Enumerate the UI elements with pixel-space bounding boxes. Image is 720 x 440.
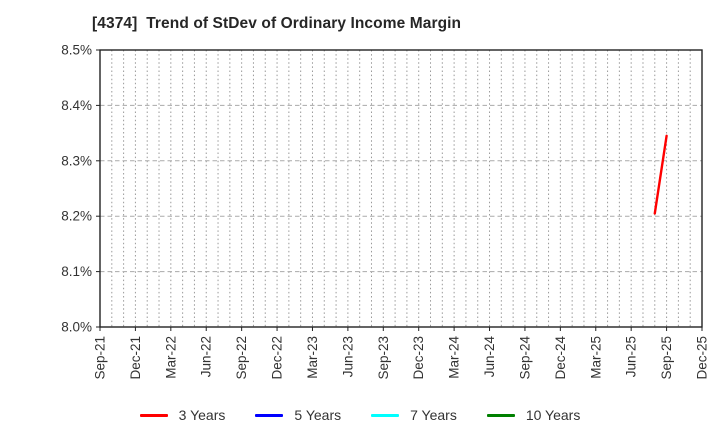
y-tick-label: 8.5%	[61, 43, 92, 58]
plot-border	[99, 49, 703, 328]
y-tick-label: 8.3%	[61, 153, 92, 168]
legend-item-10-years: 10 Years	[486, 407, 581, 423]
x-tick-label: Jun-22	[199, 336, 214, 377]
x-tick-label: Jun-24	[482, 336, 497, 378]
legend-label-5-years: 5 Years	[294, 407, 342, 423]
x-tick-label: Mar-22	[163, 336, 178, 379]
x-tick-label: Sep-23	[376, 336, 391, 380]
legend-swatch-3-years	[139, 413, 168, 417]
x-tick-label: Dec-23	[411, 336, 426, 380]
legend-swatch-7-years	[371, 413, 400, 417]
x-tick-label: Dec-21	[128, 336, 143, 380]
legend-item-7-years: 7 Years	[371, 407, 457, 423]
x-tick-label: Mar-24	[447, 336, 462, 379]
x-tick-label: Jun-25	[624, 336, 639, 377]
legend-item-3-years: 3 Years	[139, 407, 226, 423]
x-tick-label: Mar-23	[305, 336, 320, 379]
x-tick-label: Sep-24	[517, 336, 532, 380]
legend-label-10-years: 10 Years	[525, 407, 581, 423]
x-tick-label: Jun-23	[340, 336, 355, 377]
x-tick-label: Sep-22	[234, 336, 249, 380]
x-tick-label: Dec-24	[553, 336, 568, 380]
x-tick-label: Sep-21	[93, 336, 108, 380]
y-tick-label: 8.2%	[61, 209, 92, 224]
x-tick-label: Dec-22	[270, 336, 285, 380]
x-tick-label: Mar-25	[588, 336, 603, 379]
x-tick-label: Dec-25	[695, 336, 710, 380]
y-tick-label: 8.0%	[61, 320, 92, 335]
legend-swatch-10-years	[486, 413, 515, 417]
chart-title: [4374] Trend of StDev of Ordinary Income…	[92, 15, 462, 32]
y-tick-label: 8.4%	[61, 98, 92, 113]
legend-swatch-5-years	[255, 413, 284, 417]
legend-label-7-years: 7 Years	[410, 407, 457, 423]
y-tick-label: 8.1%	[61, 264, 92, 279]
legend-label-3-years: 3 Years	[178, 407, 226, 423]
series-line-3-years	[653, 134, 668, 215]
x-tick-label: Sep-25	[659, 336, 674, 380]
chart-legend: 3 Years 5 Years 7 Years 10 Years	[0, 404, 720, 426]
legend-item-5-years: 5 Years	[255, 407, 341, 423]
